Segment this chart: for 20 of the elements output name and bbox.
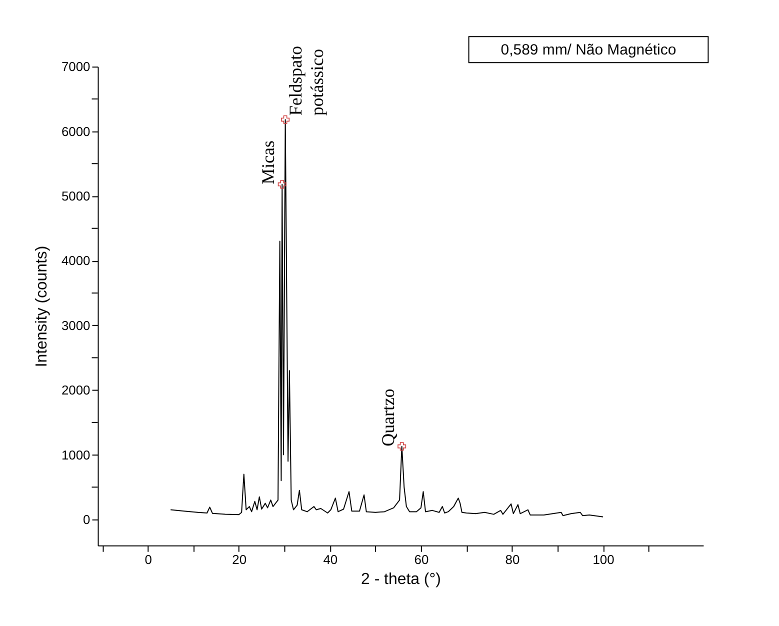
x-tick-label: 40 <box>323 552 338 567</box>
x-tick-label: 20 <box>232 552 247 567</box>
annotation: Micas <box>258 140 278 184</box>
x-tick-label: 0 <box>144 552 152 567</box>
y-tick-label: 0 <box>83 512 90 527</box>
x-axis-title: 2 - theta (°) <box>361 570 441 588</box>
annotation: Feldspato potássico <box>285 46 328 116</box>
y-tick-label: 3000 <box>61 318 90 333</box>
text: 0,589 mm/ Não Magnético <box>500 42 676 59</box>
y-tick-label: 5000 <box>61 188 90 204</box>
y-tick-label: 7000 <box>61 59 90 74</box>
y-tick-label: 4000 <box>61 253 90 268</box>
x-tick-label: 80 <box>505 552 520 567</box>
annotation: Quartzo <box>378 388 398 446</box>
x-tick-label: 60 <box>414 552 429 567</box>
y-tick-label: 2000 <box>61 382 90 398</box>
y-tick-label: 1000 <box>61 447 90 462</box>
y-axis-title: Intensity (counts) <box>33 246 50 368</box>
y-tick-label: 6000 <box>61 124 90 139</box>
x-tick-label: 100 <box>592 552 614 567</box>
